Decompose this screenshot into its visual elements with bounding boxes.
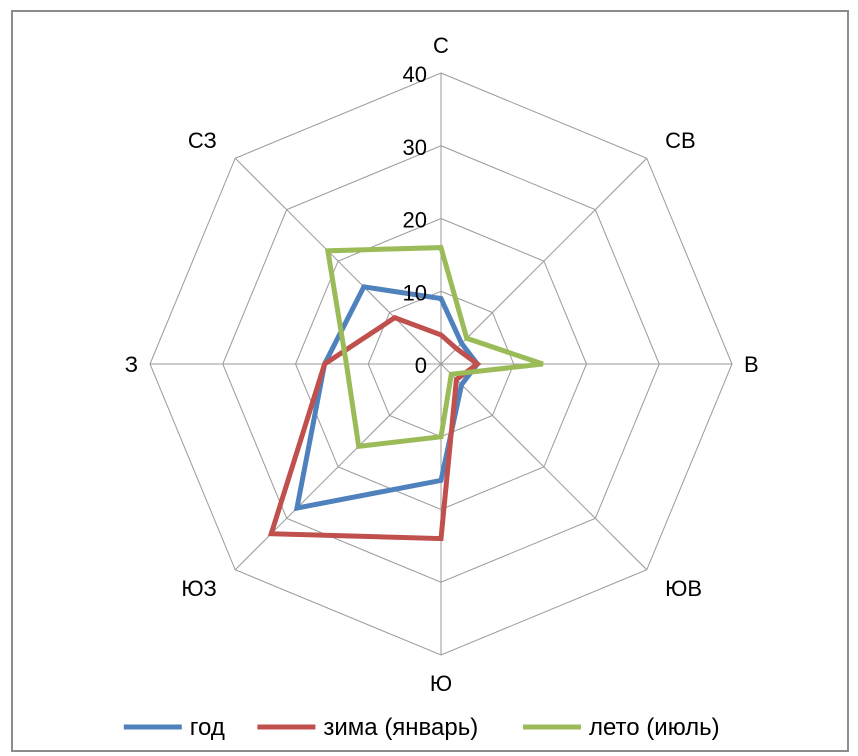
- tick-label: 10: [403, 280, 427, 305]
- category-label: В: [744, 352, 759, 377]
- category-label: С: [433, 33, 449, 58]
- tick-label: 30: [403, 135, 427, 160]
- radial-tick-labels: 0 10 20 30 40: [403, 62, 427, 378]
- radar-grid: [149, 72, 733, 656]
- legend: год зима (январь) лето (июль): [123, 714, 720, 741]
- category-label: СВ: [665, 128, 696, 153]
- category-label: ЮВ: [665, 576, 702, 601]
- category-label: З: [125, 352, 138, 377]
- category-label: ЮЗ: [181, 576, 217, 601]
- tick-label: 0: [415, 353, 427, 378]
- category-label: СЗ: [188, 128, 217, 153]
- grid-spoke: [234, 157, 442, 365]
- category-label: Ю: [430, 671, 452, 696]
- series-line: [267, 314, 482, 542]
- legend-label: год: [190, 714, 225, 741]
- legend-label: зима (январь): [323, 714, 478, 741]
- radar-series: [267, 245, 544, 542]
- tick-label: 20: [403, 208, 427, 233]
- series-line: [324, 245, 544, 450]
- chart-frame: [11, 10, 849, 752]
- grid-spoke: [440, 157, 648, 365]
- tick-label: 40: [403, 62, 427, 87]
- legend-label: лето (июль): [589, 714, 720, 741]
- series-line: [293, 284, 481, 512]
- grid-spoke: [440, 363, 648, 571]
- category-labels: С СВ В ЮВ Ю ЮЗ З СЗ: [125, 33, 759, 696]
